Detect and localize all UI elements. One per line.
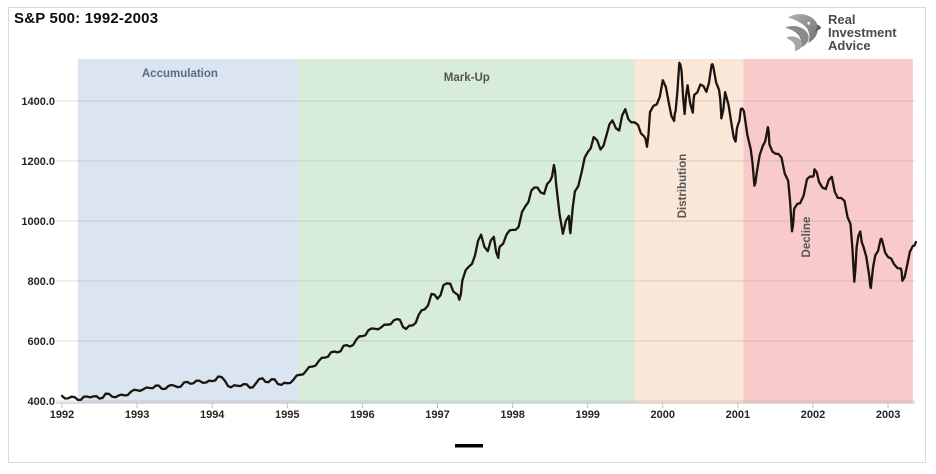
y-axis-label: 1000.0	[21, 216, 55, 228]
sp500-line	[60, 61, 918, 402]
y-axis-label: 800.0	[27, 276, 55, 288]
x-axis-label: 2001	[726, 409, 750, 421]
x-axis-label: 1995	[275, 409, 299, 421]
brand-name: Real Investment Advice	[828, 13, 897, 52]
region-label-decline: Decline	[801, 217, 813, 258]
brand-line-3: Advice	[828, 37, 871, 53]
x-axis-label: 1997	[425, 409, 449, 421]
y-axis-label: 1400.0	[21, 96, 55, 108]
brand-line-2: Investment	[828, 24, 897, 40]
phase-region-accumulation	[77, 59, 298, 403]
x-axis-label: 1996	[350, 409, 374, 421]
x-axis-label: 2003	[876, 409, 900, 421]
x-axis-label: 2002	[801, 409, 825, 421]
x-axis-label: 1999	[575, 409, 599, 421]
brand-line-1: Real	[828, 11, 856, 27]
x-axis-label: 1992	[50, 409, 74, 421]
region-label-distribution: Distribution	[677, 154, 689, 219]
brand-logo: Real Investment Advice	[778, 9, 897, 55]
x-axis-label: 2000	[651, 409, 675, 421]
phase-region-decline	[743, 59, 913, 403]
y-axis-label: 1200.0	[21, 156, 55, 168]
phase-region-mark-up	[297, 59, 635, 403]
x-axis-label: 1994	[200, 409, 225, 421]
x-axis-label: 1998	[500, 409, 524, 421]
y-axis-label: 400.0	[27, 396, 55, 408]
eagle-icon	[785, 14, 821, 51]
region-label-mark-up: Mark-Up	[444, 72, 490, 84]
page-title: S&P 500: 1992-2003	[14, 10, 159, 27]
x-axis-label: 1993	[125, 409, 149, 421]
region-label-accumulation: Accumulation	[142, 68, 218, 80]
y-axis-label: 600.0	[27, 336, 55, 348]
legend-series-marker	[455, 444, 483, 448]
phase-region-distribution	[635, 59, 744, 403]
